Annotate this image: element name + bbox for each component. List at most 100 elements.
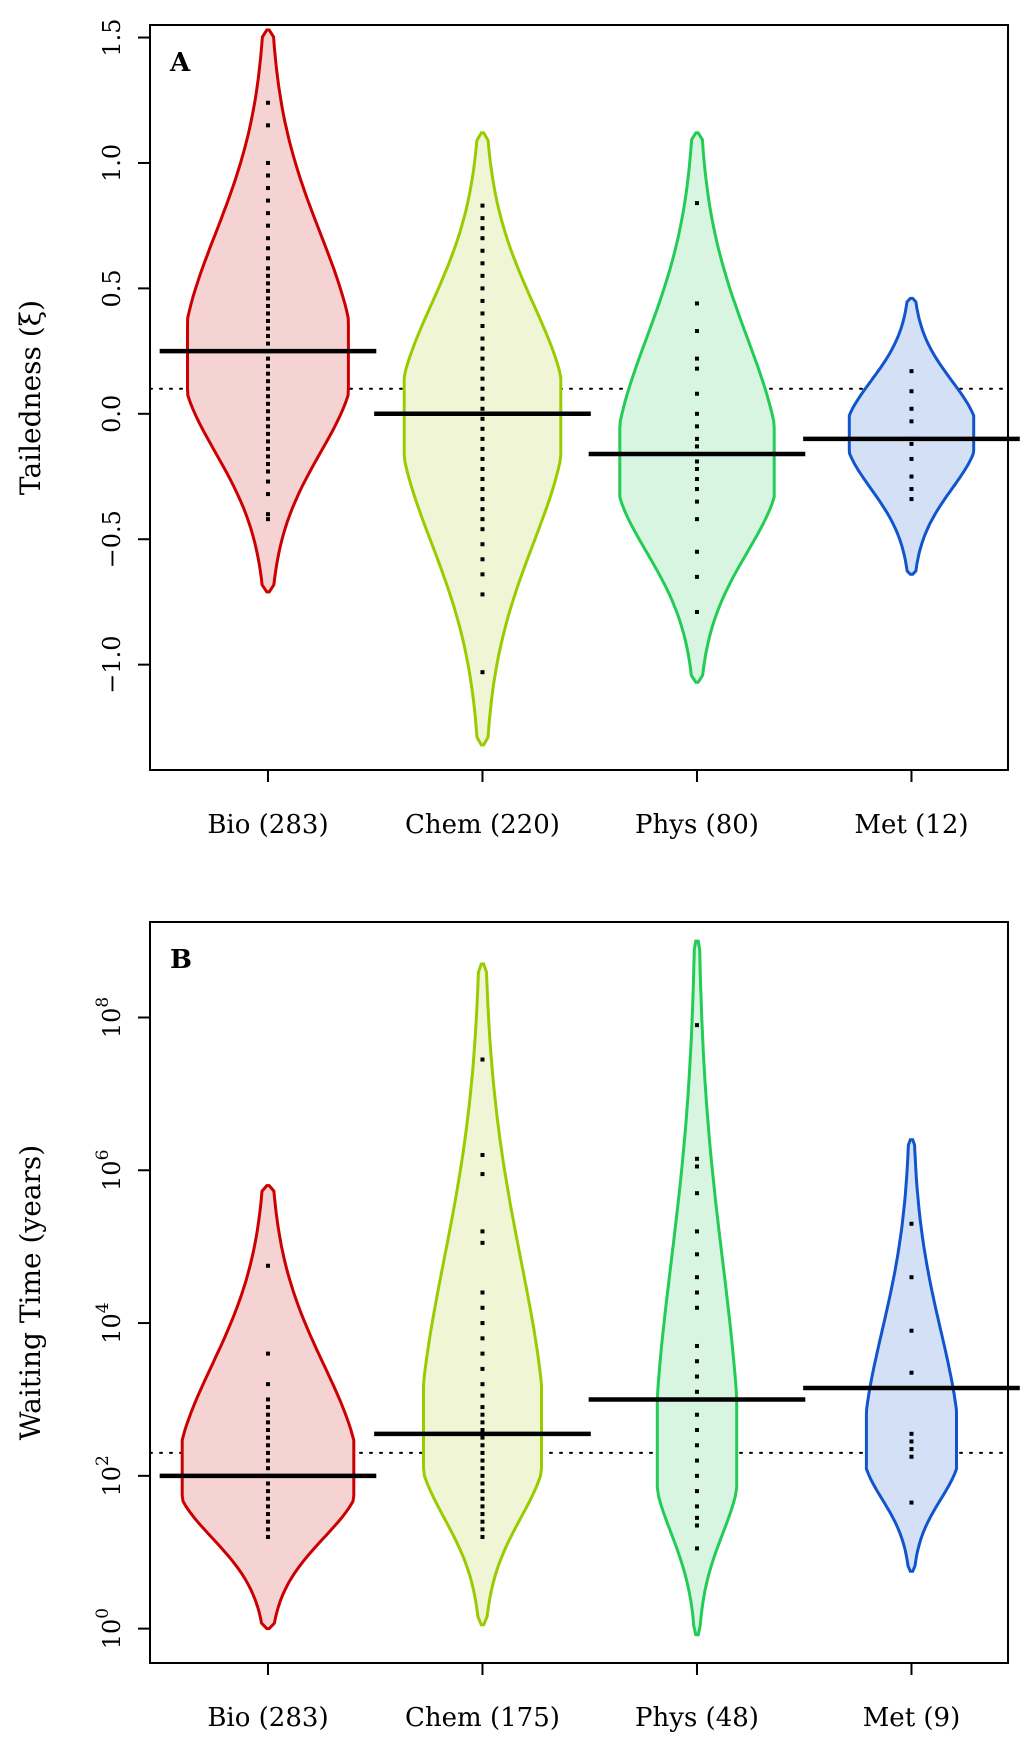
- data-point: [480, 396, 485, 401]
- data-point: [265, 431, 270, 436]
- data-point: [480, 366, 485, 371]
- data-point: [480, 1428, 485, 1433]
- data-point: [265, 356, 270, 361]
- data-point: [480, 1366, 485, 1371]
- data-point: [480, 557, 485, 562]
- panel-label: A: [169, 48, 191, 78]
- data-point: [909, 456, 914, 461]
- data-point: [480, 386, 485, 391]
- data-point: [480, 1412, 485, 1417]
- plot-frame: [149, 24, 1009, 771]
- violin-4: Met (12): [803, 296, 1020, 840]
- data-point: [480, 1489, 485, 1494]
- data-point: [480, 298, 485, 303]
- data-point: [480, 1152, 485, 1157]
- data-point: [265, 1534, 270, 1539]
- data-point: [265, 1435, 270, 1440]
- data-point: [694, 444, 699, 449]
- y-tick-exponent: 0: [93, 1608, 113, 1619]
- data-point: [694, 1164, 699, 1169]
- data-point: [480, 477, 485, 482]
- data-point: [265, 1420, 270, 1425]
- data-point: [480, 1336, 485, 1341]
- data-point: [265, 461, 270, 466]
- data-point: [694, 499, 699, 504]
- data-point: [909, 497, 914, 502]
- violin-1: Bio (283): [159, 1184, 377, 1733]
- data-point: [480, 236, 485, 241]
- data-point: [909, 369, 914, 374]
- data-point: [694, 1252, 699, 1257]
- data-point: [480, 1450, 485, 1455]
- data-point: [480, 416, 485, 421]
- data-point: [694, 1359, 699, 1364]
- data-point: [909, 419, 914, 424]
- data-point: [480, 261, 485, 266]
- violin-3: Phys (48): [588, 939, 806, 1733]
- data-point: [265, 409, 270, 414]
- violin-body: [186, 28, 350, 594]
- plot-frame: [149, 921, 1009, 1664]
- data-point: [265, 288, 270, 293]
- data-point: [480, 1443, 485, 1448]
- data-point: [694, 424, 699, 429]
- category-label: Phys (48): [635, 1703, 759, 1733]
- data-point: [480, 542, 485, 547]
- data-point: [265, 512, 270, 517]
- data-point: [265, 492, 270, 497]
- data-point: [694, 356, 699, 361]
- data-point: [265, 186, 270, 191]
- data-point: [909, 1447, 914, 1452]
- data-point: [694, 301, 699, 306]
- data-point: [480, 1435, 485, 1440]
- data-point: [909, 1454, 914, 1459]
- data-point: [265, 100, 270, 105]
- violin-body: [864, 1138, 958, 1573]
- data-point: [265, 1489, 270, 1494]
- data-point: [265, 211, 270, 216]
- data-point: [265, 1458, 270, 1463]
- category-label: Phys (80): [635, 810, 759, 840]
- data-point: [480, 670, 485, 675]
- data-point: [265, 1481, 270, 1486]
- data-point: [265, 1496, 270, 1501]
- data-point: [480, 446, 485, 451]
- y-tick-label: 1.5: [98, 18, 126, 56]
- data-point: [480, 1473, 485, 1478]
- data-point: [694, 1523, 699, 1528]
- y-tick-base: 10: [98, 1466, 126, 1497]
- data-point: [265, 1512, 270, 1517]
- data-point: [480, 356, 485, 361]
- data-point: [265, 318, 270, 323]
- y-tick-label: −0.5: [98, 510, 126, 568]
- data-point: [694, 1290, 699, 1295]
- data-point: [480, 336, 485, 341]
- data-point: [909, 1275, 914, 1280]
- data-point: [480, 527, 485, 532]
- data-point: [480, 1393, 485, 1398]
- data-point: [909, 1439, 914, 1444]
- data-point: [694, 1473, 699, 1478]
- data-point: [265, 303, 270, 308]
- data-point: [694, 1515, 699, 1520]
- data-point: [480, 1481, 485, 1486]
- data-point: [265, 1466, 270, 1471]
- data-point: [909, 406, 914, 411]
- data-point: [480, 1351, 485, 1356]
- y-tick-label: 108: [93, 997, 126, 1038]
- y-tick-label: 100: [93, 1608, 126, 1649]
- y-tick-exponent: 2: [93, 1455, 113, 1466]
- y-tick-label: 106: [93, 1150, 126, 1191]
- data-point: [480, 226, 485, 231]
- data-point: [909, 1370, 914, 1375]
- data-point: [694, 1343, 699, 1348]
- data-point: [265, 236, 270, 241]
- data-point: [694, 366, 699, 371]
- data-point: [480, 216, 485, 221]
- data-point: [694, 1374, 699, 1379]
- category-label: Chem (175): [405, 1703, 560, 1733]
- data-point: [480, 376, 485, 381]
- data-point: [694, 466, 699, 471]
- data-point: [694, 1412, 699, 1417]
